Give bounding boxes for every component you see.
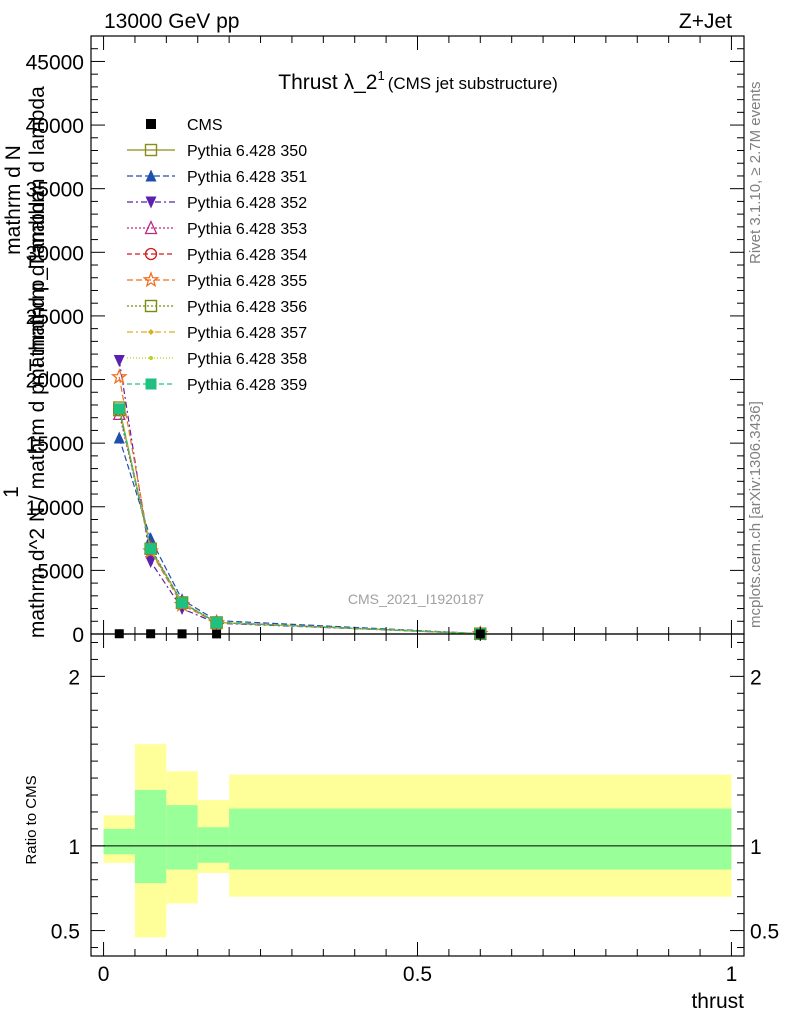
legend-label: Pythia 6.428 358	[187, 351, 307, 368]
main-panel: 0 5000 10000 15000 20000 25000 30000 35000 40000…	[26, 35, 745, 647]
band-inner-bin	[166, 805, 198, 870]
legend-marker	[148, 329, 154, 335]
legend-cms-marker	[146, 119, 156, 129]
legend-label: Pythia 6.428 353	[187, 221, 307, 238]
y-tick-label: 45000	[26, 51, 84, 74]
legend-marker	[145, 169, 157, 182]
x-tick-label: 0	[98, 963, 110, 986]
legend-marker	[144, 143, 158, 157]
y-axis-label-denominator: mathrm d p_T mathrm d lambda	[26, 86, 49, 386]
mcplots-reference-label: mcplots.cern.ch [arXiv:1306.3436]	[747, 401, 764, 628]
ratio-y-axis-label: Ratio to CMS	[23, 775, 40, 864]
legend-label: Pythia 6.428 354	[187, 247, 307, 264]
x-ticks: 0 0.5 1	[98, 36, 738, 986]
y-tick-label: 35000	[26, 179, 84, 202]
legend-marker	[145, 196, 157, 209]
chart-title: Thrust λ_21 (CMS jet substructure)	[278, 68, 558, 94]
series-marker	[176, 597, 188, 609]
legend-marker	[144, 299, 158, 313]
y-axis-label-full: mathrm d^2 N / mathrm d p_T mathrm d lam…	[26, 190, 49, 639]
series-marker	[113, 431, 125, 444]
legend-label: Pythia 6.428 352	[187, 195, 307, 212]
band-inner-bin	[134, 789, 167, 884]
ratio-panel: 0.5 0.5 1 1 2 2	[51, 633, 779, 957]
x-axis-label: thrust	[691, 990, 744, 1013]
y-axis-label-numerator: mathrm d N	[2, 145, 25, 255]
series-marker	[113, 403, 125, 415]
legend-label: Pythia 6.428 357	[187, 325, 307, 342]
y-tick-label: 30000	[26, 242, 84, 265]
analysis-id-label: CMS_2021_I1920187	[348, 591, 484, 607]
y-tick-label: 10000	[26, 497, 84, 520]
rivet-version-label: Rivet 3.1.10, ≥ 2.7M events	[747, 82, 764, 265]
ratio-tick-label-right: 0.5	[750, 921, 779, 944]
legend-label: Pythia 6.428 351	[187, 169, 307, 186]
band-inner-bin	[103, 828, 135, 855]
ratio-tick-label-left: 0.5	[51, 921, 80, 944]
legend-label: Pythia 6.428 355	[187, 273, 307, 290]
legend-marker	[145, 378, 157, 390]
y-tick-label: 25000	[26, 306, 84, 329]
band-inner-bin	[197, 827, 230, 863]
ratio-tick-label-right: 2	[750, 666, 762, 689]
legend-cms-label: CMS	[187, 117, 223, 134]
series-marker	[211, 616, 223, 628]
ratio-y-ticks: 0.5 0.5 1 1 2 2	[51, 641, 779, 949]
ratio-tick-label-left: 1	[68, 836, 80, 859]
legend-marker	[144, 247, 158, 261]
legend-marker	[144, 219, 158, 235]
y-tick-label: 5000	[37, 560, 84, 583]
y-tick-label: 15000	[26, 433, 84, 456]
ratio-tick-label-right: 1	[750, 836, 762, 859]
series-marker	[145, 543, 157, 555]
legend-marker	[142, 271, 160, 288]
series-marker	[110, 368, 128, 385]
y-axis-label-top: 1	[0, 486, 23, 498]
band-inner-bin	[229, 808, 732, 870]
y-tick-label: 20000	[26, 370, 84, 393]
series-marker	[113, 354, 125, 367]
legend: CMS Pythia 6.428 350 Pythia 6.428 351 Pythi…	[127, 117, 307, 394]
series-351	[113, 431, 486, 640]
main-y-ticks: 0 5000 10000 15000 20000 25000 30000 35000 40000…	[26, 35, 744, 647]
series-marker	[145, 555, 157, 568]
header-process-label: Z+Jet	[679, 10, 732, 33]
legend-label: Pythia 6.428 359	[187, 377, 307, 394]
legend-marker	[149, 356, 153, 360]
header-energy-label: 13000 GeV pp	[104, 10, 239, 33]
uncertainty-bands	[103, 744, 732, 938]
ratio-tick-label-left: 2	[68, 666, 80, 689]
series-line	[118, 406, 481, 635]
legend-label: Pythia 6.428 350	[187, 143, 307, 160]
x-tick-label: 1	[726, 963, 738, 986]
legend-label: Pythia 6.428 356	[187, 299, 307, 316]
x-tick-label: 0.5	[403, 963, 432, 986]
y-tick-label: 40000	[26, 115, 84, 138]
y-tick-label: 0	[72, 624, 84, 647]
